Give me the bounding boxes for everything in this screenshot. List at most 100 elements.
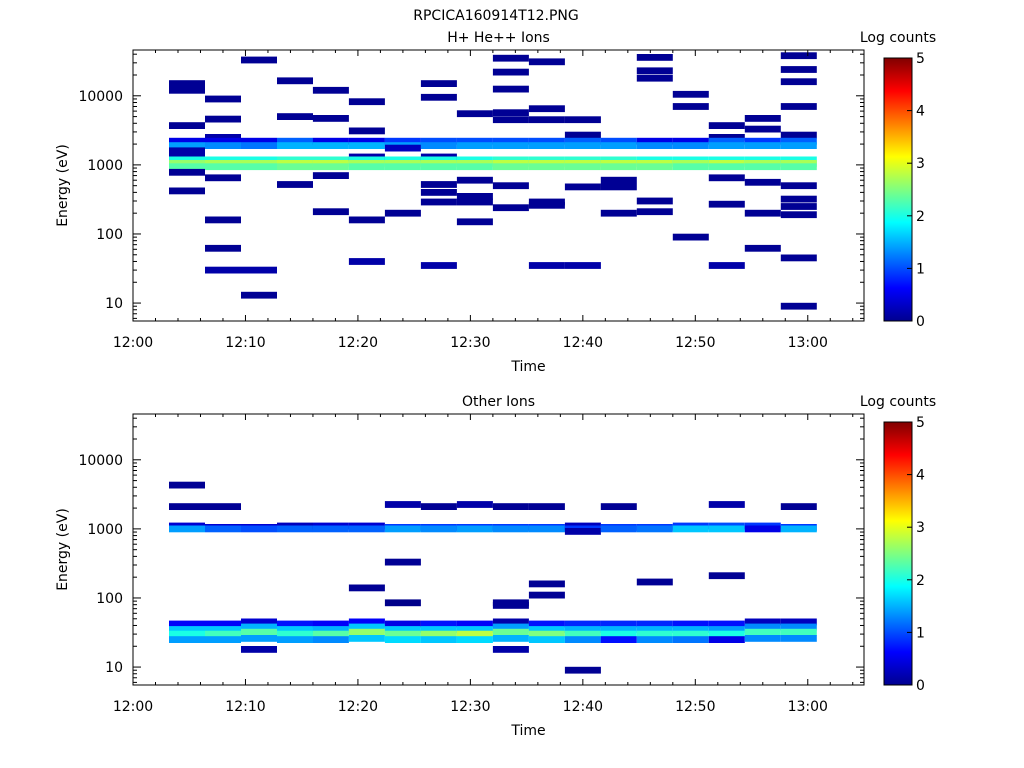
heatmap-cell (169, 626, 205, 633)
x-tick-label: 12:20 (338, 699, 378, 715)
heatmap-cell (564, 156, 601, 164)
heatmap-cell (205, 134, 241, 141)
heatmap-cell (780, 66, 817, 73)
heatmap-cell (420, 93, 457, 101)
heatmap-cell (780, 203, 817, 210)
heatmap-cell (672, 630, 709, 638)
heatmap-cell (456, 198, 493, 206)
heatmap-cell (528, 620, 565, 628)
heatmap-cell (600, 620, 637, 628)
heatmap-cell (672, 156, 709, 164)
heatmap-cell (456, 110, 493, 118)
heatmap-cell (205, 95, 241, 103)
heatmap-cell (312, 163, 349, 171)
heatmap-cell (492, 602, 529, 609)
colorbar (883, 421, 913, 686)
heatmap-cell (205, 115, 241, 123)
x-axis-label: Time (510, 723, 545, 739)
heatmap-cell (600, 503, 637, 510)
heatmap-cell (600, 525, 637, 533)
heatmap-cell (780, 156, 817, 164)
heatmap-cell (169, 156, 205, 164)
heatmap-cell (348, 258, 385, 265)
plot-title: H+ He++ Ions (447, 30, 550, 46)
heatmap-cell (672, 233, 709, 241)
heatmap-cell (600, 163, 637, 171)
heatmap-cell (672, 90, 709, 98)
heatmap-cell (528, 503, 565, 510)
heatmap-cell (564, 636, 601, 643)
plot-title: Other Ions (462, 394, 535, 410)
heatmap-cell (780, 163, 817, 171)
heatmap-cell (348, 525, 385, 533)
heatmap-cell (169, 620, 205, 628)
heatmap-cell (456, 156, 493, 164)
heatmap-cell (420, 156, 457, 164)
heatmap-cell (169, 122, 205, 129)
heatmap-cell (277, 113, 313, 120)
heatmap-cell (708, 200, 745, 208)
heatmap-cell (600, 630, 637, 638)
heatmap-cell (672, 163, 709, 171)
heatmap-cell (348, 156, 385, 164)
heatmap-cell (384, 156, 421, 164)
colorbar-label: Log counts (860, 394, 936, 410)
heatmap-cell (241, 56, 277, 64)
x-tick-label: 13:00 (788, 699, 828, 715)
heatmap-cell (564, 137, 601, 145)
heatmap-cell (780, 618, 817, 626)
heatmap-cell (312, 208, 349, 216)
heatmap-cell (744, 244, 781, 252)
heatmap-cell (384, 630, 421, 638)
heatmap-cell (348, 98, 385, 106)
heatmap-cell (636, 74, 673, 82)
heatmap-cell (528, 591, 565, 599)
heatmap-cell (564, 528, 601, 535)
x-tick-label: 12:40 (563, 335, 603, 351)
heatmap-cell (169, 137, 205, 145)
heatmap-cell (744, 618, 781, 626)
heatmap-cell (744, 209, 781, 217)
heatmap-cell (312, 620, 349, 628)
heatmap-cell (708, 156, 745, 164)
x-tick-label: 12:10 (225, 335, 265, 351)
heatmap-cell (600, 142, 637, 149)
x-tick-label: 13:00 (788, 335, 828, 351)
heatmap-cell (708, 134, 745, 141)
heatmap-cell (528, 163, 565, 171)
heatmap-cell (492, 623, 529, 631)
heatmap-cell (205, 163, 241, 171)
heatmap-cell (780, 635, 817, 642)
heatmap-cell (312, 636, 349, 643)
heatmap-cell (528, 636, 565, 643)
heatmap-cell (312, 142, 349, 149)
heatmap-cell (636, 620, 673, 628)
heatmap-cell (348, 623, 385, 631)
heatmap-cell (384, 599, 421, 607)
heatmap-cell (205, 620, 241, 628)
heatmap-cell (780, 137, 817, 145)
colorbar-tick-label: 3 (916, 520, 925, 536)
heatmap-cell (672, 142, 709, 149)
heatmap-cell (312, 172, 349, 179)
heatmap-cell (348, 584, 385, 592)
heatmap-cell (169, 503, 205, 510)
heatmap-cell (277, 142, 313, 149)
heatmap-cell (205, 216, 241, 224)
heatmap-cell (241, 618, 277, 626)
heatmap-cell (636, 626, 673, 633)
heatmap-cell (312, 525, 349, 533)
heatmap-cell (564, 262, 601, 269)
heatmap-cell (277, 620, 313, 628)
heatmap-cell (528, 142, 565, 149)
heatmap-cell (277, 77, 313, 85)
heatmap-cell (205, 156, 241, 164)
heatmap-cell (312, 115, 349, 122)
heatmap-cell (492, 142, 529, 149)
heatmap-cell (708, 620, 745, 628)
heatmap-cell (528, 201, 565, 209)
heatmap-cell (636, 636, 673, 643)
heatmap-cell (672, 620, 709, 628)
heatmap-cell (708, 636, 745, 643)
